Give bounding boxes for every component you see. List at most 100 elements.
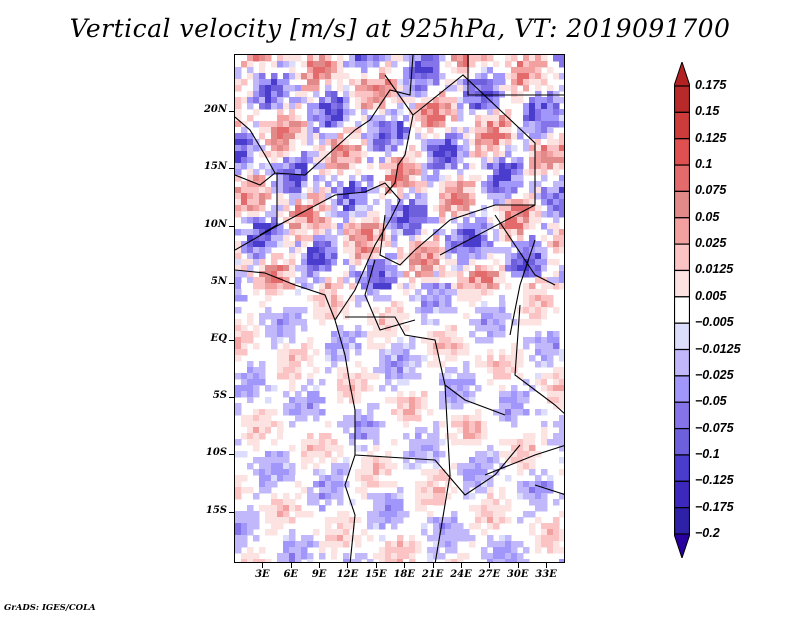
lat-tick-label: 15N: [203, 161, 227, 173]
velocity-shading: [235, 55, 564, 562]
country-border: [494, 214, 556, 286]
colorbar-max-arrow: [674, 62, 690, 87]
colorbar-label: 0.0125: [695, 262, 734, 277]
lon-tick: [489, 563, 491, 568]
colorbar-min-arrow: [674, 533, 690, 558]
country-border: [344, 410, 356, 562]
country-border: [412, 74, 536, 256]
country-border: [484, 445, 564, 476]
country-border: [384, 74, 414, 196]
country-border: [379, 204, 535, 266]
lat-tick: [229, 111, 234, 113]
lon-tick-label: 33E: [535, 569, 557, 580]
colorbar-bin: [674, 507, 690, 535]
colorbar: [674, 62, 690, 558]
country-border: [334, 319, 356, 411]
lat-tick: [229, 225, 234, 227]
colorbar-label: 0.1: [695, 157, 713, 172]
lat-tick: [229, 511, 234, 513]
colorbar-label: 0.05: [695, 209, 720, 224]
colorbar-label: −0.1: [695, 446, 720, 461]
country-border: [235, 55, 414, 176]
colorbar-bin: [674, 85, 690, 113]
colorbar-label: 0.075: [695, 183, 727, 198]
colorbar-bin: [674, 243, 690, 272]
lat-tick: [229, 168, 234, 170]
country-border: [364, 259, 416, 331]
lon-tick: [404, 563, 406, 568]
country-border: [345, 316, 506, 416]
colorbar-label: −0.075: [695, 420, 734, 435]
lon-tick-label: 18E: [393, 569, 415, 580]
colorbar-bin: [674, 375, 690, 403]
colorbar-bin: [674, 296, 690, 324]
lon-tick-label: 9E: [311, 569, 327, 580]
lon-tick-label: 27E: [478, 569, 501, 580]
lon-tick-label: 12E: [336, 569, 359, 580]
colorbar-bin: [674, 480, 690, 509]
lon-tick: [319, 563, 321, 568]
colorbar-bin: [674, 269, 690, 298]
lon-tick: [347, 563, 349, 568]
country-border: [509, 239, 536, 336]
country-border: [434, 384, 451, 562]
country-border: [534, 484, 564, 495]
country-border: [235, 182, 401, 321]
colorbar-bin: [674, 322, 690, 351]
grads-credit: GrADS: IGES/COLA: [4, 603, 96, 613]
lat-tick-label: 5S: [212, 390, 227, 402]
lon-tick: [375, 563, 377, 568]
country-border: [354, 444, 521, 496]
colorbar-bin: [674, 111, 690, 140]
lon-tick: [546, 563, 548, 568]
map-panel: [234, 54, 565, 563]
lat-tick-label: 10S: [205, 447, 227, 459]
lat-tick-label: 10N: [203, 218, 227, 230]
colorbar-label: −0.0125: [695, 341, 741, 356]
country-border: [467, 55, 564, 96]
colorbar-bin: [674, 348, 690, 377]
lat-tick: [229, 339, 234, 341]
country-border: [235, 269, 336, 321]
colorbar-bin: [674, 217, 690, 245]
lon-tick-label: 15E: [365, 569, 387, 580]
country-border: [514, 304, 564, 414]
colorbar-label: 0.005: [695, 288, 727, 303]
lon-tick: [517, 563, 519, 568]
lon-tick: [290, 563, 292, 568]
lon-tick: [262, 563, 264, 568]
lat-tick-label: EQ: [210, 332, 227, 344]
colorbar-bin: [674, 427, 690, 456]
lat-tick-label: 20N: [203, 104, 227, 116]
country-borders: [235, 55, 564, 562]
lon-tick-label: 30E: [506, 569, 529, 580]
colorbar-label: −0.125: [695, 473, 734, 488]
colorbar-label: −0.05: [695, 394, 727, 409]
country-border: [235, 172, 276, 186]
colorbar-bin: [674, 138, 690, 166]
lon-tick-label: 21E: [421, 569, 444, 580]
colorbar-label: 0.125: [695, 130, 727, 145]
colorbar-bin: [674, 190, 690, 219]
colorbar-label: 0.025: [695, 236, 727, 251]
plot-title: Vertical velocity [m/s] at 925hPa, VT: 2…: [69, 14, 731, 43]
lat-tick: [229, 454, 234, 456]
colorbar-bin: [674, 164, 690, 193]
lat-tick: [229, 282, 234, 284]
colorbar-bin: [674, 454, 690, 482]
lon-tick: [432, 563, 434, 568]
colorbar-label: −0.2: [695, 526, 720, 540]
colorbar-label: −0.175: [695, 499, 734, 514]
colorbar-label: −0.025: [695, 367, 734, 382]
lon-tick-label: 24E: [450, 569, 472, 580]
colorbar-label: 0.15: [695, 104, 720, 119]
lat-tick: [229, 397, 234, 399]
colorbar-label: 0.175: [695, 78, 727, 92]
lon-tick-label: 3E: [255, 569, 270, 580]
lat-tick-label: 5N: [210, 275, 227, 287]
colorbar-bin: [674, 401, 690, 430]
vertical-velocity-field: [235, 55, 564, 562]
colorbar-label: −0.005: [695, 315, 734, 330]
lon-tick: [460, 563, 462, 568]
lon-tick-label: 6E: [283, 569, 299, 580]
